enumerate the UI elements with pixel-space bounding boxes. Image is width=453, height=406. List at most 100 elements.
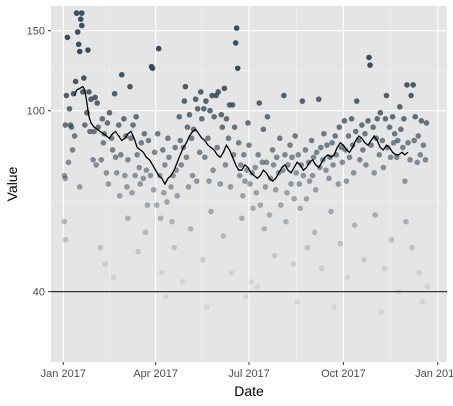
- data-point: [208, 208, 214, 215]
- data-point: [187, 225, 194, 232]
- data-point: [332, 133, 338, 139]
- x-tick-label: Jan 2017: [41, 368, 86, 380]
- data-point: [122, 172, 128, 179]
- data-point: [315, 96, 322, 103]
- data-point: [136, 164, 143, 171]
- data-point: [236, 172, 243, 179]
- data-point: [117, 151, 124, 158]
- data-point: [283, 218, 289, 225]
- data-point: [144, 202, 151, 208]
- data-point: [311, 229, 318, 236]
- data-point: [411, 137, 417, 144]
- data-point: [338, 144, 345, 151]
- data-point: [297, 205, 304, 212]
- data-point: [145, 137, 152, 144]
- data-point: [372, 212, 378, 218]
- data-point: [124, 184, 130, 190]
- data-point: [414, 159, 421, 166]
- data-point: [270, 162, 277, 168]
- data-point: [125, 156, 131, 163]
- data-point: [233, 25, 240, 31]
- data-point: [259, 159, 266, 166]
- data-point: [370, 124, 376, 130]
- data-point: [184, 124, 191, 130]
- data-point: [386, 124, 393, 130]
- data-point: [81, 75, 87, 81]
- data-point: [228, 269, 235, 276]
- data-point: [179, 279, 186, 285]
- data-point: [294, 298, 301, 305]
- data-point: [404, 82, 410, 88]
- data-point: [366, 54, 372, 61]
- data-point: [383, 92, 390, 99]
- data-point: [150, 186, 157, 193]
- data-point: [397, 104, 403, 110]
- data-point: [75, 41, 82, 48]
- data-point: [305, 159, 312, 166]
- data-point: [410, 82, 416, 88]
- data-point: [104, 120, 111, 126]
- data-point: [257, 202, 264, 208]
- data-point: [243, 293, 249, 300]
- data-point: [264, 113, 271, 120]
- data-point: [408, 92, 414, 99]
- data-point: [204, 304, 210, 310]
- data-point: [73, 10, 80, 16]
- data-point: [140, 175, 147, 182]
- x-axis-title: Date: [234, 383, 264, 399]
- data-point: [138, 140, 145, 146]
- data-point: [62, 122, 69, 128]
- data-point: [92, 94, 98, 101]
- data-point: [196, 149, 203, 156]
- data-point: [417, 151, 424, 158]
- data-point: [113, 170, 120, 176]
- data-point: [241, 151, 247, 158]
- data-point: [423, 120, 430, 126]
- data-point: [242, 178, 248, 184]
- data-point: [206, 178, 212, 184]
- data-point: [193, 178, 200, 184]
- data-point: [161, 189, 167, 196]
- data-point: [164, 199, 170, 205]
- data-point: [378, 309, 385, 316]
- data-point: [217, 181, 224, 187]
- data-point: [389, 113, 396, 120]
- data-point: [273, 154, 280, 161]
- data-point: [330, 162, 336, 168]
- y-tick-label: 40: [33, 287, 45, 299]
- data-point: [289, 154, 295, 161]
- data-point: [194, 105, 201, 112]
- trend-line: [73, 85, 409, 186]
- data-point: [94, 100, 100, 106]
- data-point: [388, 237, 395, 243]
- x-axis: Jan 2017 Apr 2017 Jul 2017 Oct 2017 Jan 2018: [41, 362, 453, 380]
- y-tick-label: 100: [27, 106, 45, 118]
- data-point: [215, 89, 222, 95]
- data-point: [278, 202, 284, 208]
- x-tick-label: Apr 2017: [133, 368, 178, 380]
- data-point: [218, 111, 225, 118]
- data-point: [261, 225, 268, 232]
- data-point: [253, 189, 259, 196]
- data-point: [205, 135, 211, 142]
- data-point: [102, 261, 109, 267]
- data-point: [86, 89, 92, 95]
- data-point: [181, 98, 188, 104]
- data-point: [137, 181, 144, 187]
- data-point: [211, 113, 217, 120]
- data-point: [246, 142, 252, 148]
- data-point: [419, 298, 426, 305]
- data-point: [310, 154, 317, 161]
- data-point: [245, 120, 251, 126]
- data-point: [190, 126, 197, 133]
- data-point: [409, 244, 415, 251]
- data-point: [376, 151, 383, 158]
- data-point: [183, 154, 190, 161]
- data-point: [201, 105, 207, 112]
- data-point: [298, 162, 305, 168]
- data-point: [185, 184, 192, 190]
- data-point: [133, 113, 139, 120]
- data-point: [74, 29, 81, 35]
- data-point: [85, 47, 91, 53]
- data-point: [154, 130, 161, 137]
